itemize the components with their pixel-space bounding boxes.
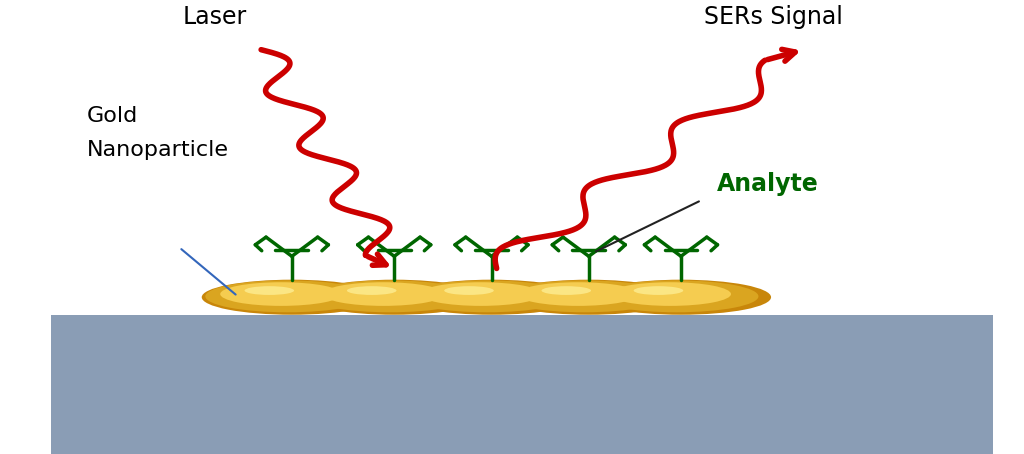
Ellipse shape (406, 281, 569, 312)
Ellipse shape (347, 286, 396, 295)
Ellipse shape (323, 282, 444, 306)
Ellipse shape (245, 286, 294, 295)
Text: Analyte: Analyte (717, 173, 818, 197)
Ellipse shape (542, 286, 591, 295)
Bar (51, 315, 993, 454)
Ellipse shape (499, 280, 679, 315)
Ellipse shape (595, 281, 759, 312)
Ellipse shape (304, 280, 484, 315)
Ellipse shape (444, 286, 494, 295)
Ellipse shape (202, 280, 382, 315)
Ellipse shape (308, 281, 472, 312)
Ellipse shape (517, 282, 639, 306)
Ellipse shape (609, 282, 731, 306)
Ellipse shape (591, 280, 771, 315)
Ellipse shape (503, 281, 667, 312)
Ellipse shape (206, 281, 370, 312)
Text: Nanoparticle: Nanoparticle (87, 140, 229, 160)
Ellipse shape (220, 282, 342, 306)
Ellipse shape (420, 282, 542, 306)
Ellipse shape (401, 280, 582, 315)
Text: Laser: Laser (183, 5, 247, 30)
Text: SERs Signal: SERs Signal (703, 5, 843, 30)
Text: Gold: Gold (87, 106, 138, 126)
Ellipse shape (634, 286, 683, 295)
